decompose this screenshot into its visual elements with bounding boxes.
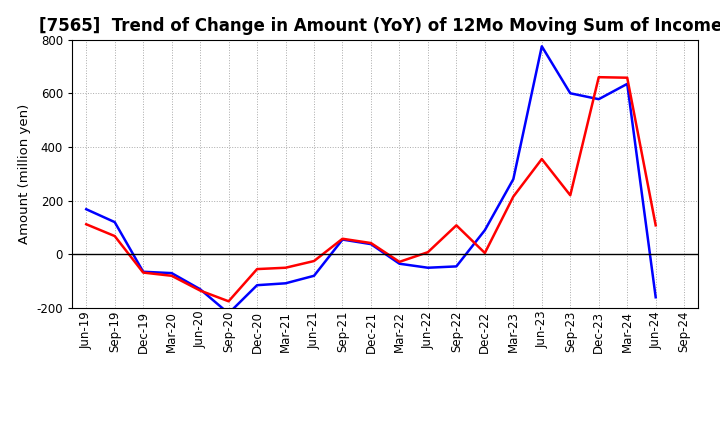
Net Income xyxy=(480,250,489,256)
Ordinary Income xyxy=(282,281,290,286)
Net Income xyxy=(366,240,375,246)
Ordinary Income xyxy=(167,271,176,276)
Ordinary Income xyxy=(452,264,461,269)
Net Income xyxy=(395,259,404,264)
Ordinary Income xyxy=(253,282,261,288)
Ordinary Income xyxy=(310,273,318,279)
Ordinary Income xyxy=(509,176,518,182)
Net Income xyxy=(196,288,204,293)
Ordinary Income xyxy=(225,311,233,316)
Net Income xyxy=(167,273,176,279)
Ordinary Income xyxy=(395,261,404,266)
Ordinary Income xyxy=(338,237,347,242)
Y-axis label: Amount (million yen): Amount (million yen) xyxy=(18,104,31,244)
Net Income xyxy=(225,299,233,304)
Net Income xyxy=(253,267,261,272)
Net Income xyxy=(139,270,148,275)
Ordinary Income xyxy=(652,295,660,300)
Net Income xyxy=(595,74,603,80)
Ordinary Income xyxy=(595,96,603,102)
Ordinary Income xyxy=(566,91,575,96)
Ordinary Income xyxy=(139,269,148,275)
Net Income xyxy=(509,194,518,199)
Ordinary Income xyxy=(623,81,631,87)
Net Income xyxy=(310,258,318,264)
Ordinary Income xyxy=(82,207,91,212)
Ordinary Income xyxy=(196,286,204,292)
Ordinary Income xyxy=(423,265,432,270)
Ordinary Income xyxy=(480,227,489,233)
Net Income xyxy=(623,75,631,81)
Ordinary Income xyxy=(366,242,375,247)
Net Income xyxy=(82,222,91,227)
Line: Net Income: Net Income xyxy=(86,77,656,301)
Line: Ordinary Income: Ordinary Income xyxy=(86,46,656,313)
Net Income xyxy=(452,223,461,228)
Net Income xyxy=(110,234,119,239)
Net Income xyxy=(282,265,290,270)
Net Income xyxy=(652,223,660,228)
Net Income xyxy=(537,156,546,161)
Ordinary Income xyxy=(537,44,546,49)
Title: [7565]  Trend of Change in Amount (YoY) of 12Mo Moving Sum of Incomes: [7565] Trend of Change in Amount (YoY) o… xyxy=(39,17,720,35)
Net Income xyxy=(566,193,575,198)
Net Income xyxy=(338,236,347,242)
Net Income xyxy=(423,249,432,255)
Ordinary Income xyxy=(110,220,119,225)
